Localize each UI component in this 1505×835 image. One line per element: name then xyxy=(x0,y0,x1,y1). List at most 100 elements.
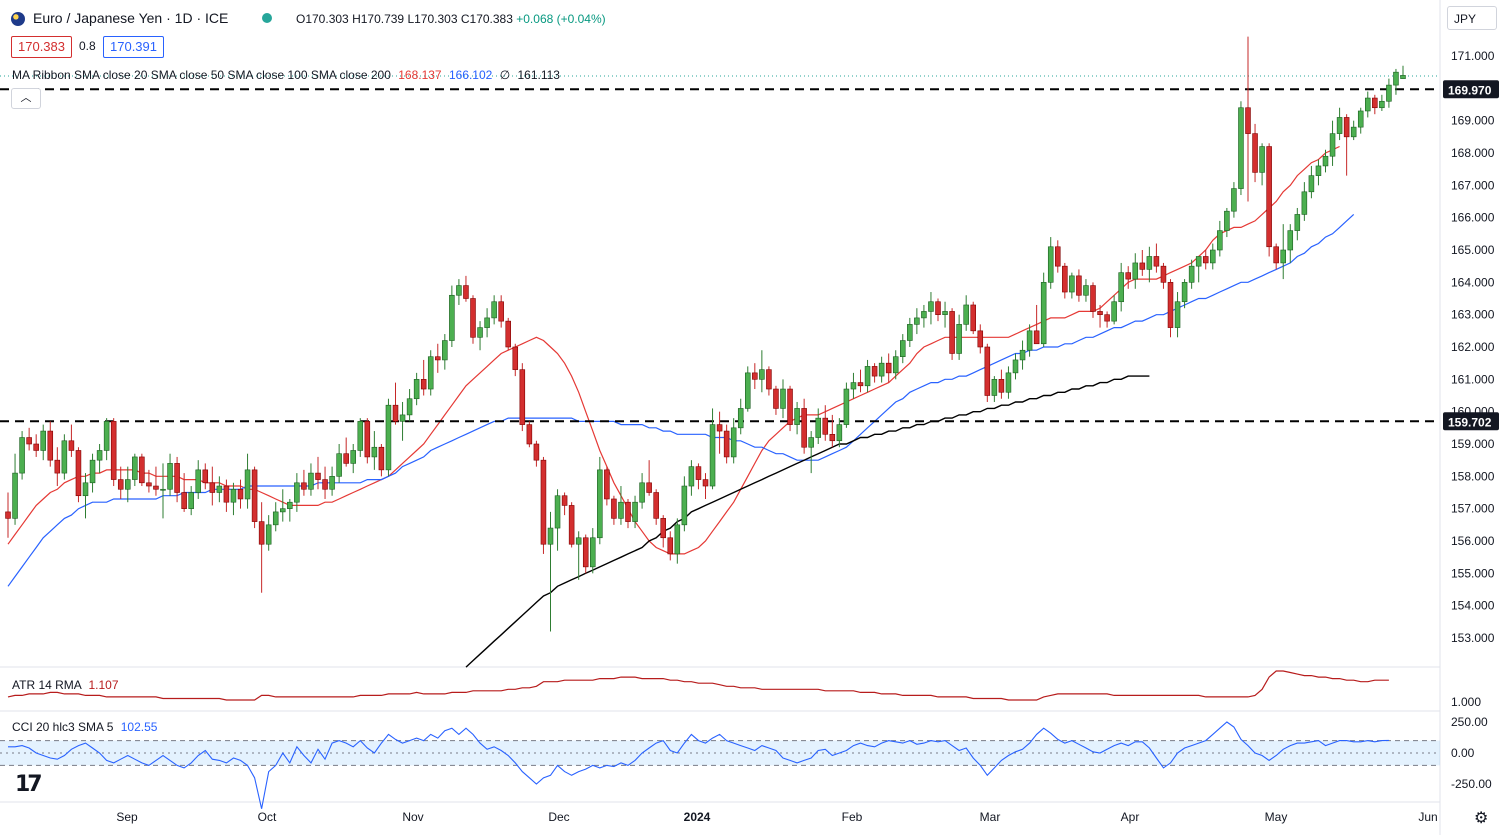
candle-body xyxy=(582,537,589,568)
change-value: +0.068 (+0.04%) xyxy=(516,12,606,26)
candle-body xyxy=(40,430,46,451)
time-tick-label: Sep xyxy=(116,810,138,824)
candle-body xyxy=(139,456,145,484)
candle-body xyxy=(900,340,906,357)
candle-body xyxy=(477,327,483,338)
candle-body xyxy=(857,382,864,387)
candle-body xyxy=(1195,256,1202,267)
candle-body xyxy=(1329,133,1336,157)
euro-flag-icon xyxy=(11,12,25,26)
candle-body xyxy=(174,463,180,493)
candle-body xyxy=(991,379,998,396)
candle-body xyxy=(413,379,420,400)
low-value: L170.303 xyxy=(407,12,458,26)
price-tick-label: 161.000 xyxy=(1451,372,1495,386)
candle-body xyxy=(1343,117,1350,138)
candle-body xyxy=(484,317,490,328)
candle-body xyxy=(540,459,547,545)
candle-body xyxy=(47,430,54,461)
price-tick-label: 159.000 xyxy=(1451,437,1495,451)
buy-button[interactable]: 170.391 xyxy=(103,36,164,58)
candle-body xyxy=(639,482,645,503)
candle-body xyxy=(653,492,659,519)
candle-body xyxy=(1033,330,1040,345)
cci-legend: CCI 20 hlc3 SMA 5 102.55 xyxy=(12,720,157,734)
candle-body xyxy=(399,414,406,422)
cci-line xyxy=(8,721,1389,809)
time-tick-label: Mar xyxy=(980,810,1001,824)
atr-legend: ATR 14 RMA 1.107 xyxy=(12,678,119,692)
candle-body xyxy=(209,482,216,493)
candle-body xyxy=(1019,349,1026,361)
time-tick-label: Jun xyxy=(1418,810,1437,824)
cci-tick-label: -250.00 xyxy=(1451,777,1492,791)
candle-body xyxy=(1202,256,1209,264)
price-tick-label: 167.000 xyxy=(1451,178,1495,192)
candle-body xyxy=(512,346,519,370)
candle-body xyxy=(984,346,991,396)
candle-body xyxy=(519,369,526,425)
symbol-title[interactable]: Euro / Japanese Yen · 1D · ICE xyxy=(33,10,229,26)
market-status-icon xyxy=(262,13,272,23)
cci-pane: 250.00 0.00 -250.00 xyxy=(0,715,1492,809)
candle-body xyxy=(125,479,131,490)
candle-body xyxy=(674,524,681,555)
ma20-value: 168.137 xyxy=(398,68,442,82)
price-tick-label: 157.000 xyxy=(1451,502,1495,516)
spread-value: 0.8 xyxy=(79,39,96,53)
price-tick-label: 164.000 xyxy=(1451,275,1495,289)
price-tick-label: 153.000 xyxy=(1451,631,1495,645)
candle-body xyxy=(864,366,871,387)
currency-selector[interactable]: JPY xyxy=(1447,6,1497,30)
atr-tick-label: 1.000 xyxy=(1451,695,1481,709)
candle-body xyxy=(1055,246,1061,267)
candle-body xyxy=(850,382,857,390)
candle-body xyxy=(406,398,413,416)
atr-pane: 1.000 xyxy=(7,670,1481,709)
hline-price-label: 169.970 xyxy=(1448,83,1492,97)
time-tick-label: Dec xyxy=(548,810,569,824)
atr-label: ATR 14 RMA xyxy=(12,678,82,692)
price-tick-label: 166.000 xyxy=(1451,211,1495,225)
candle-body xyxy=(1393,71,1399,86)
candle-body xyxy=(1365,97,1371,112)
candle-body xyxy=(695,466,702,480)
candle-body xyxy=(456,285,462,296)
candle-body xyxy=(1167,282,1174,328)
candle-body xyxy=(1372,97,1378,109)
settings-gear-icon[interactable]: ⚙ xyxy=(1474,810,1489,827)
sell-button[interactable]: 170.383 xyxy=(11,36,72,58)
candle-body xyxy=(561,495,568,506)
candle-body xyxy=(1287,230,1294,251)
candle-body xyxy=(660,518,666,539)
horizontal-lines: 169.970 159.702 xyxy=(0,75,1499,431)
candle-body xyxy=(371,446,378,458)
price-tick-label: 158.000 xyxy=(1451,469,1495,483)
candle-body xyxy=(533,443,540,461)
candle-body xyxy=(435,356,441,361)
candle-body xyxy=(1386,84,1392,102)
candle-body xyxy=(1005,372,1012,393)
candle-body xyxy=(1181,282,1188,303)
candle-body xyxy=(752,372,758,380)
candle-body xyxy=(258,521,265,545)
candlesticks xyxy=(5,36,1406,632)
candle-body xyxy=(117,479,124,490)
sma50-line xyxy=(7,213,1355,587)
candle-body xyxy=(935,301,941,315)
candle-body xyxy=(1026,330,1033,351)
candle-body xyxy=(230,488,237,503)
candle-body xyxy=(188,492,194,509)
grid xyxy=(0,0,1441,835)
candle-body xyxy=(808,437,814,448)
candle-body xyxy=(329,476,335,490)
candle-body xyxy=(1280,249,1286,264)
candle-body xyxy=(1315,165,1322,176)
candle-body xyxy=(702,479,709,487)
candle-body xyxy=(82,482,89,497)
candle-body xyxy=(942,311,948,315)
collapse-legend-button[interactable]: ︿ xyxy=(11,88,41,109)
candle-body xyxy=(350,450,356,464)
candle-body xyxy=(1322,155,1329,167)
